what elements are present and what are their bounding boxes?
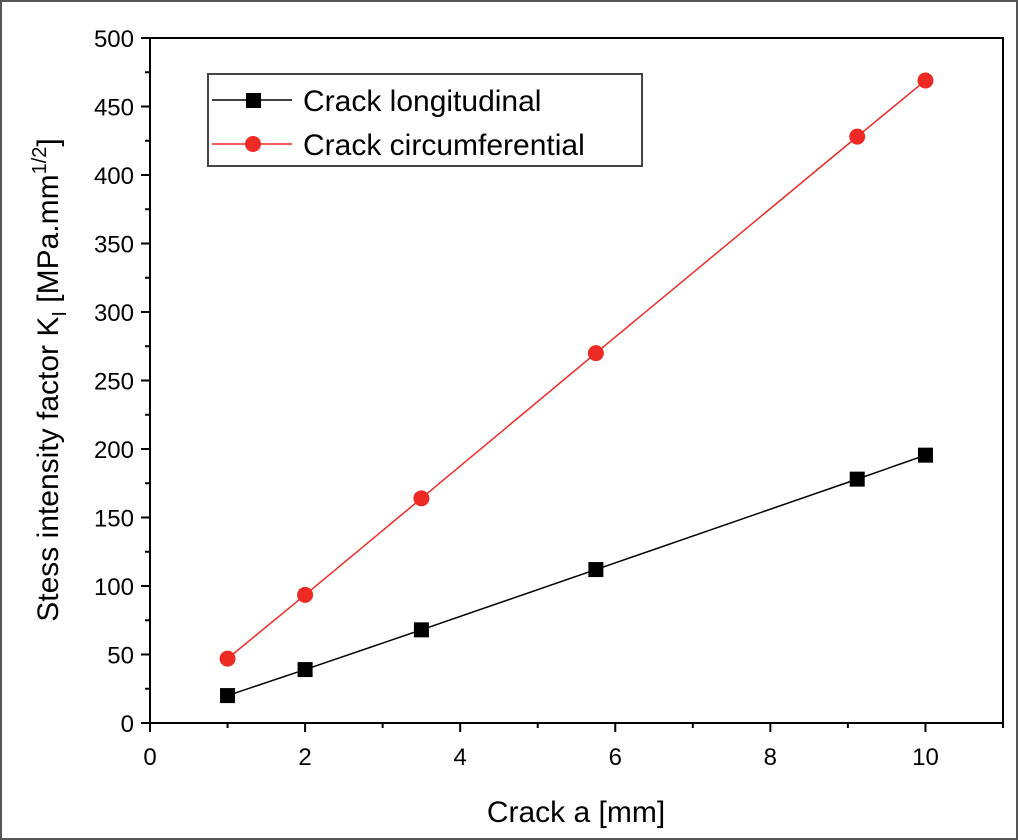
- legend-box: [207, 73, 643, 167]
- circle-marker-icon: [245, 136, 261, 152]
- series-line: [227, 79, 926, 660]
- square-marker-icon: [413, 622, 429, 638]
- y-axis-title: Stess intensity factor KI [MPa.mm1/2]: [29, 138, 71, 622]
- y-tick-label: 150: [94, 506, 134, 533]
- x-tick-label: 8: [764, 744, 777, 771]
- circle-marker-icon: [297, 586, 314, 603]
- x-axis-title: Crack a [mm]: [487, 796, 665, 829]
- square-marker-icon: [849, 471, 865, 487]
- circle-marker-icon: [917, 72, 934, 89]
- circle-marker-icon: [849, 128, 866, 145]
- y-tick-label: 50: [107, 643, 134, 670]
- circle-marker-icon: [219, 650, 236, 667]
- legend-label-circumferential: Crack circumferential: [303, 129, 585, 162]
- circle-marker-icon: [413, 490, 430, 507]
- series-crack-circumferential: [219, 72, 934, 667]
- square-marker-icon: [297, 662, 313, 678]
- legend-label-longitudinal: Crack longitudinal: [303, 85, 541, 118]
- y-tick-label: 450: [94, 95, 134, 122]
- legend: Crack longitudinal Crack circumferential: [207, 73, 643, 167]
- y-tick-label: 100: [94, 574, 134, 601]
- y-axis-title-subscript: I: [49, 311, 71, 317]
- y-axis-title-unit: [MPa.mm: [32, 174, 65, 311]
- x-tick-label: 6: [609, 744, 622, 771]
- x-tick-label: 4: [454, 744, 467, 771]
- legend-item-crack-longitudinal: Crack longitudinal: [212, 85, 541, 118]
- y-axis-ticks: 0 50 100 150 200 250 300 350 400 450 500: [94, 26, 150, 738]
- series-crack-longitudinal: [220, 447, 933, 704]
- series-line: [227, 454, 926, 697]
- y-tick-label: 250: [94, 369, 134, 396]
- square-marker-icon: [220, 688, 236, 704]
- circle-marker-icon: [587, 345, 604, 362]
- series-layer: [219, 72, 934, 704]
- y-tick-label: 500: [94, 26, 134, 53]
- x-axis-ticks: 0 2 4 6 8 10: [143, 723, 1004, 771]
- y-tick-label: 350: [94, 232, 134, 259]
- y-tick-label: 400: [94, 163, 134, 190]
- x-tick-label: 2: [298, 744, 311, 771]
- y-axis-title-main: Stess intensity factor K: [32, 317, 65, 622]
- y-axis-title-superscript: 1/2: [29, 147, 51, 175]
- square-marker-icon: [917, 447, 933, 463]
- y-tick-label: 300: [94, 300, 134, 327]
- y-tick-label: 200: [94, 437, 134, 464]
- x-tick-label: 10: [912, 744, 939, 771]
- y-tick-label: 0: [121, 711, 134, 738]
- square-marker-icon: [246, 93, 261, 108]
- x-tick-label: 0: [143, 744, 156, 771]
- legend-item-crack-circumferential: Crack circumferential: [212, 129, 585, 162]
- y-axis-title-suffix: ]: [32, 138, 65, 146]
- square-marker-icon: [588, 562, 604, 578]
